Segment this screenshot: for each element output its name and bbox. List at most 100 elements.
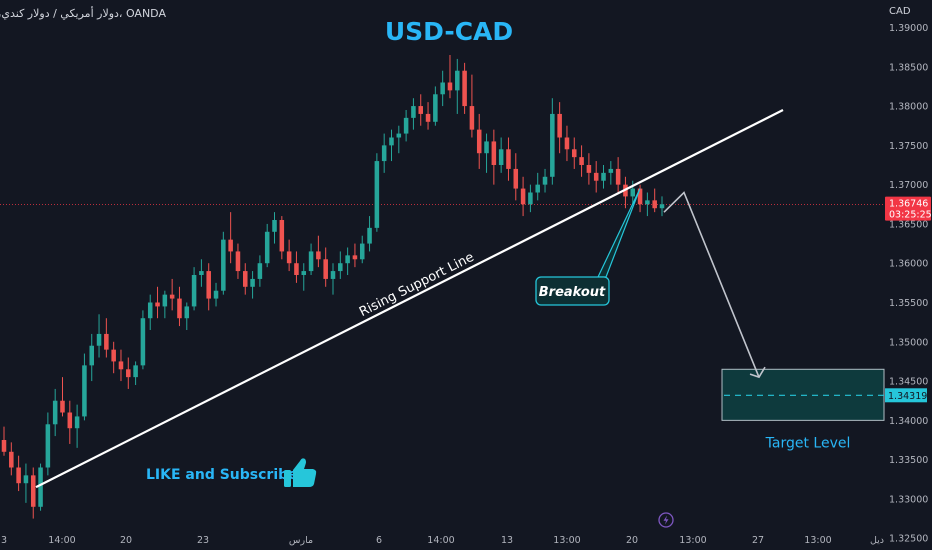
target-price-marker [885, 388, 927, 403]
x-tick-label: 27 [752, 535, 764, 546]
candle-body [111, 349, 116, 362]
candle-body [52, 400, 58, 425]
candle-body [133, 365, 138, 378]
candle-body [455, 70, 460, 91]
candle-body [579, 157, 584, 165]
y-tick-label: 1.34000 [889, 416, 928, 427]
y-tick-label: 1.39000 [889, 23, 928, 34]
candle-body [206, 271, 211, 299]
candle-body [330, 271, 336, 279]
candle-body [572, 149, 577, 158]
candle-body [162, 294, 168, 307]
candle-body [155, 302, 160, 307]
y-tick-label: 1.35500 [889, 298, 928, 309]
candle-body [338, 263, 343, 272]
candle-body [389, 137, 394, 146]
candle-body [184, 306, 190, 319]
candle-body [615, 168, 621, 185]
candle-body [520, 188, 526, 205]
candle-body [637, 188, 643, 205]
candle-body [286, 251, 292, 264]
candle-body [294, 263, 299, 275]
candle-body [169, 294, 175, 299]
y-tick-label: 1.37500 [889, 141, 928, 152]
chart-title: USD-CAD [385, 17, 513, 46]
x-tick-label: 13 [501, 535, 513, 546]
candle-body [498, 149, 504, 165]
x-tick-label: مارس [289, 535, 313, 546]
x-tick-label: 13:00 [553, 535, 580, 546]
candle-body [447, 82, 453, 91]
candle-body [147, 302, 153, 319]
candle-body [425, 113, 431, 122]
y-tick-label: 1.34500 [889, 377, 928, 388]
candle-body [264, 231, 270, 264]
bar-countdown: 03:25:25 [889, 210, 932, 221]
candle-body [484, 141, 489, 154]
candle-body [462, 70, 467, 107]
candle-body [323, 259, 328, 279]
y-tick-label: 1.38500 [889, 62, 928, 73]
candle-body [45, 424, 51, 468]
target-price-value: 1.34319 [888, 391, 927, 402]
candle-body [60, 400, 65, 413]
candle-body [67, 412, 73, 429]
candle-body [403, 117, 409, 134]
like-subscribe-text[interactable]: LIKE and Subscribe [146, 467, 298, 483]
breakout-callout[interactable] [535, 276, 610, 306]
candle-body [221, 239, 226, 291]
candle-body [213, 290, 219, 299]
candle-body [345, 255, 350, 264]
y-tick-label: 1.33500 [889, 455, 928, 466]
candle-body [396, 133, 402, 138]
candle-body [630, 188, 636, 197]
x-tick-label: 13:00 [804, 535, 831, 546]
y-tick-label: 1.36000 [889, 259, 928, 270]
candle-body [564, 137, 570, 150]
candle-body [126, 369, 131, 378]
breakout-label: Breakout [539, 285, 606, 300]
candle-body [89, 345, 94, 366]
lightning-icon[interactable] [658, 512, 674, 528]
candle-body [140, 318, 146, 366]
candle-body [367, 227, 372, 244]
candle-body [23, 475, 29, 484]
candle-body [308, 251, 314, 272]
x-tick-label: 20 [120, 535, 132, 546]
candle-body [586, 165, 592, 173]
candle-body [374, 161, 380, 228]
candle-body [250, 278, 255, 287]
current-price-value: 1.36746 [889, 199, 928, 210]
candle-body [550, 113, 555, 177]
candle-body [469, 106, 475, 130]
candle-body [352, 255, 358, 260]
candle-body [593, 172, 599, 181]
candle-body [381, 145, 387, 162]
candle-body [652, 200, 657, 209]
candle-body [243, 271, 248, 287]
candle-body [659, 204, 665, 209]
x-tick-label: 6 [376, 535, 382, 546]
y-tick-label: 1.33000 [889, 494, 928, 505]
candle-body [199, 271, 204, 275]
symbol-header: دولار أمريكي / دولار كندي، 4ساعة، OANDA [0, 6, 166, 20]
candle-body [301, 271, 307, 275]
candle-body [82, 365, 87, 417]
candle-body [535, 184, 540, 193]
candle-body [359, 243, 365, 260]
y-tick-label: 1.32500 [889, 534, 928, 545]
candle-body [104, 333, 109, 350]
thumbs-up-icon[interactable] [284, 458, 317, 487]
candle-body [272, 220, 277, 232]
candle-body [74, 416, 80, 429]
y-axis: 1.39000 1.38500 1.38000 1.37500 1.37000 1.365… [889, 23, 928, 545]
rising-support-line[interactable] [35, 109, 784, 489]
x-tick-label: 23 [197, 535, 209, 546]
x-axis: 3 14:00 20 23 مارس 6 14:00 13 13:00 20 13:00 27 13:0… [1, 535, 884, 546]
candle-body [177, 298, 182, 319]
candle-body [30, 475, 36, 507]
x-tick-label: 3 [1, 535, 7, 546]
candle-body [557, 113, 562, 138]
